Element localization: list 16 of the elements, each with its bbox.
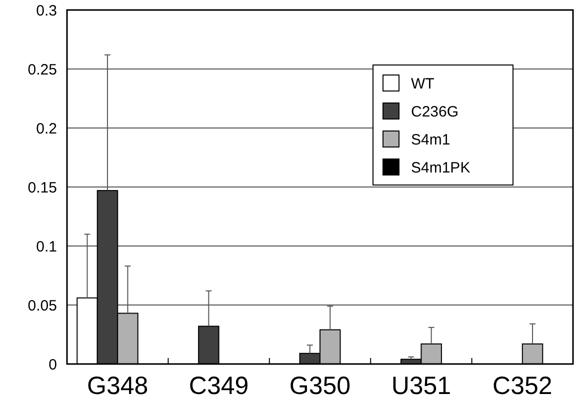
x-tick-label: G350 xyxy=(289,372,351,400)
x-tick-label: G348 xyxy=(87,372,148,400)
y-tick-label: 0.3 xyxy=(36,2,57,20)
y-tick-label: 0 xyxy=(48,356,57,374)
x-tick-label: U351 xyxy=(391,372,452,400)
legend-label: C236G xyxy=(411,103,459,120)
y-tick-label: 0.15 xyxy=(28,179,57,196)
y-tick-label: 0.1 xyxy=(36,238,57,256)
x-tick-label: C352 xyxy=(492,372,552,400)
y-tick-label: 0.05 xyxy=(28,297,57,314)
legend-label: S4m1 xyxy=(411,131,450,148)
legend-label: WT xyxy=(411,75,434,92)
y-tick-label: 0.25 xyxy=(28,61,57,78)
legend-label: S4m1PK xyxy=(411,159,470,176)
y-tick-label: 0.2 xyxy=(36,120,57,138)
x-tick-label: C349 xyxy=(188,372,249,400)
